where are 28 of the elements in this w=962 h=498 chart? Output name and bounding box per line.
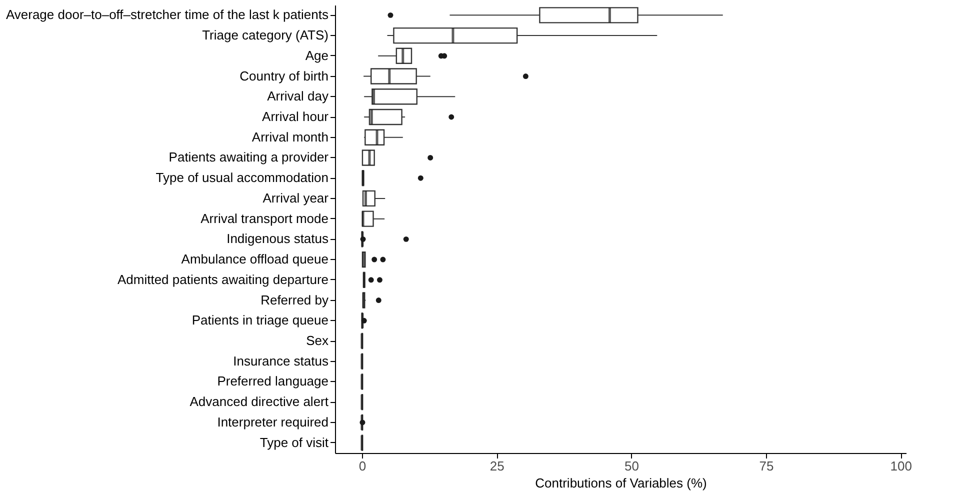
x-tick-label: 100 xyxy=(890,458,912,474)
y-tick-label: Preferred language xyxy=(217,374,328,389)
y-tick-label: Patients in triage queue xyxy=(192,312,328,328)
y-tick-label: Triage category (ATS) xyxy=(202,28,328,43)
x-axis-title: Contributions of Variables (%) xyxy=(535,476,707,490)
x-tick-label: 0 xyxy=(358,458,366,474)
y-tick-label: Ambulance offload queue xyxy=(181,252,328,267)
y-tick-label: Interpreter required xyxy=(217,414,328,430)
y-tick-label: Type of usual accommodation xyxy=(156,170,328,186)
y-tick-label: Sex xyxy=(306,333,329,348)
y-tick-label: Referred by xyxy=(260,292,329,308)
x-tick-label: 50 xyxy=(624,458,640,474)
y-tick-label: Indigenous status xyxy=(226,231,329,246)
y-tick-label: Advanced directive alert xyxy=(190,394,329,410)
y-tick-label: Arrival hour xyxy=(262,109,330,124)
x-tick-label: 75 xyxy=(759,458,774,474)
y-tick-label: Age xyxy=(305,48,328,63)
y-tick-label: Average door–to–off–stretcher time of the last k patients xyxy=(6,7,329,22)
y-tick-label: Type of visit xyxy=(260,434,329,450)
y-tick-label: Admitted patients awaiting departure xyxy=(117,272,328,287)
x-tick-label: 25 xyxy=(490,458,504,474)
y-tick-label: Country of birth xyxy=(240,68,328,84)
y-tick-label: Insurance status xyxy=(233,353,329,368)
y-tick-label: Arrival day xyxy=(267,88,329,104)
y-tick-label: Arrival transport mode xyxy=(200,210,328,226)
y-tick-label: Arrival month xyxy=(252,129,328,144)
y-tick-label: Arrival year xyxy=(262,190,330,206)
y-tick-label: Patients awaiting a provider xyxy=(168,150,330,165)
